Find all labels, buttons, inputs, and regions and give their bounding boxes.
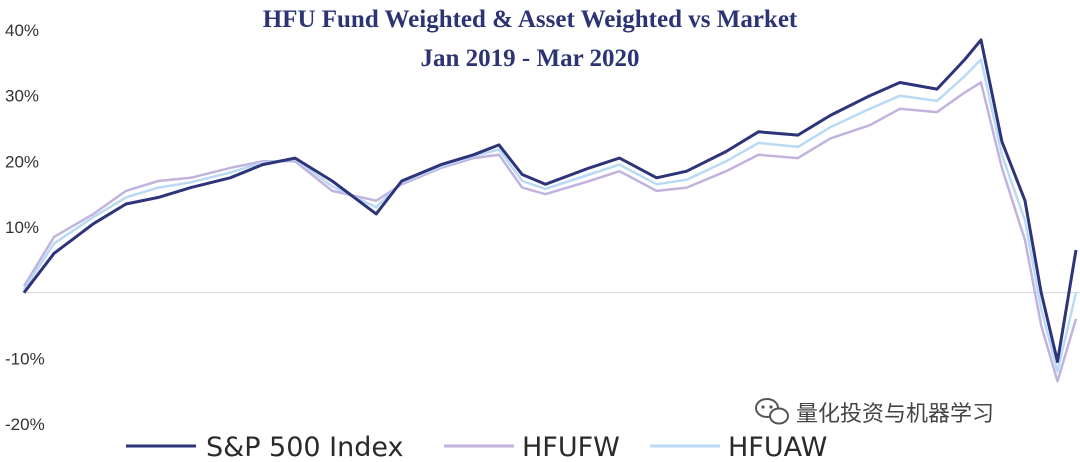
y-tick-label: 10% — [5, 218, 39, 237]
series-lines — [22, 38, 1078, 383]
series-line-sp500 — [22, 38, 1078, 364]
y-tick-label: 20% — [5, 152, 39, 171]
y-tick-label: 40% — [5, 21, 39, 40]
legend: S&P 500 Index HFUFW HFUAW — [126, 432, 827, 462]
legend-label-hfufw: HFUFW — [522, 432, 620, 462]
watermark-text: 量化投资与机器学习 — [796, 402, 994, 427]
chart-title: HFU Fund Weighted & Asset Weighted vs Ma… — [263, 6, 798, 33]
y-tick-label: -20% — [5, 415, 45, 434]
chart-subtitle: Jan 2019 - Mar 2020 — [421, 45, 640, 72]
series-line-hfufw — [22, 81, 1078, 383]
wechat-icon — [755, 398, 789, 425]
legend-label-hfuaw: HFUAW — [728, 432, 827, 462]
y-tick-label: -10% — [5, 349, 45, 368]
series-line-hfuaw — [22, 58, 1078, 373]
y-axis: 40%30%20%10%0%-10%-20% — [5, 21, 45, 434]
watermark: 量化投资与机器学习 — [755, 398, 994, 427]
legend-label-sp500: S&P 500 Index — [206, 432, 404, 462]
y-tick-label: 30% — [5, 87, 39, 106]
